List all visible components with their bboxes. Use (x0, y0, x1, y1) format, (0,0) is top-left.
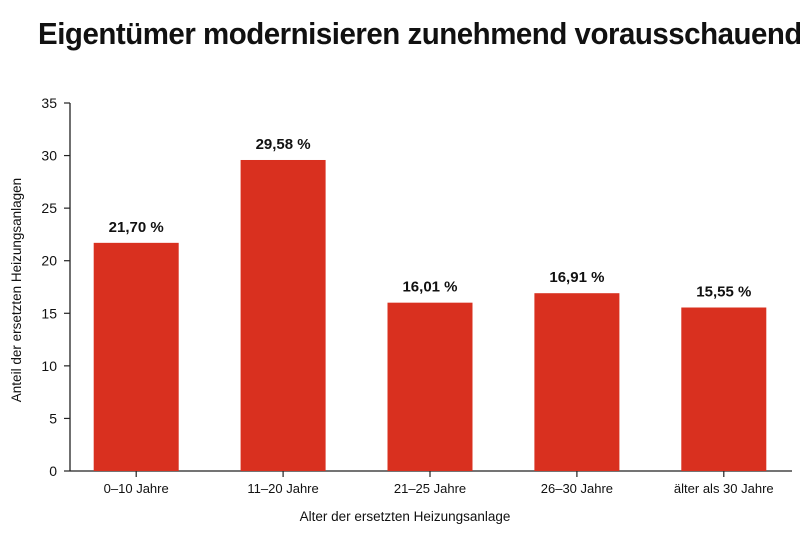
y-tick-label: 35 (41, 95, 57, 111)
x-tick-label: 26–30 Jahre (541, 481, 613, 496)
y-axis-title: Anteil der ersetzten Heizungsanlagen (9, 178, 24, 402)
x-tick-label: 11–20 Jahre (247, 481, 318, 496)
y-tick-label: 25 (41, 200, 57, 216)
data-label: 29,58 % (256, 136, 311, 153)
x-tick-label: älter als 30 Jahre (674, 481, 774, 496)
x-tick-label: 21–25 Jahre (394, 481, 466, 496)
labels: 21,70 % 0–10 Jahre 29,58 % 11–20 Jahre 16,01… (104, 136, 774, 496)
chart-title: Eigentümer modernisieren zunehmend vorau… (38, 16, 800, 51)
y-tick-label: 10 (41, 358, 57, 374)
y-tick-label: 5 (49, 410, 57, 426)
data-label: 21,70 % (109, 219, 164, 236)
y-tick-label: 30 (41, 148, 57, 164)
bar (387, 302, 473, 471)
bar (93, 242, 179, 471)
data-label: 16,91 % (549, 269, 604, 286)
y-tick-label: 0 (49, 463, 57, 479)
bar (534, 293, 620, 471)
y-tick-label: 15 (41, 305, 57, 321)
x-tick-label: 0–10 Jahre (104, 481, 169, 496)
bar (240, 159, 326, 471)
data-label: 16,01 % (402, 279, 457, 296)
bar (681, 307, 767, 471)
data-label: 15,55 % (696, 284, 751, 301)
y-tick-label: 20 (41, 253, 57, 269)
bars (93, 159, 767, 471)
x-axis-title: Alter der ersetzten Heizungsanlage (300, 509, 511, 524)
